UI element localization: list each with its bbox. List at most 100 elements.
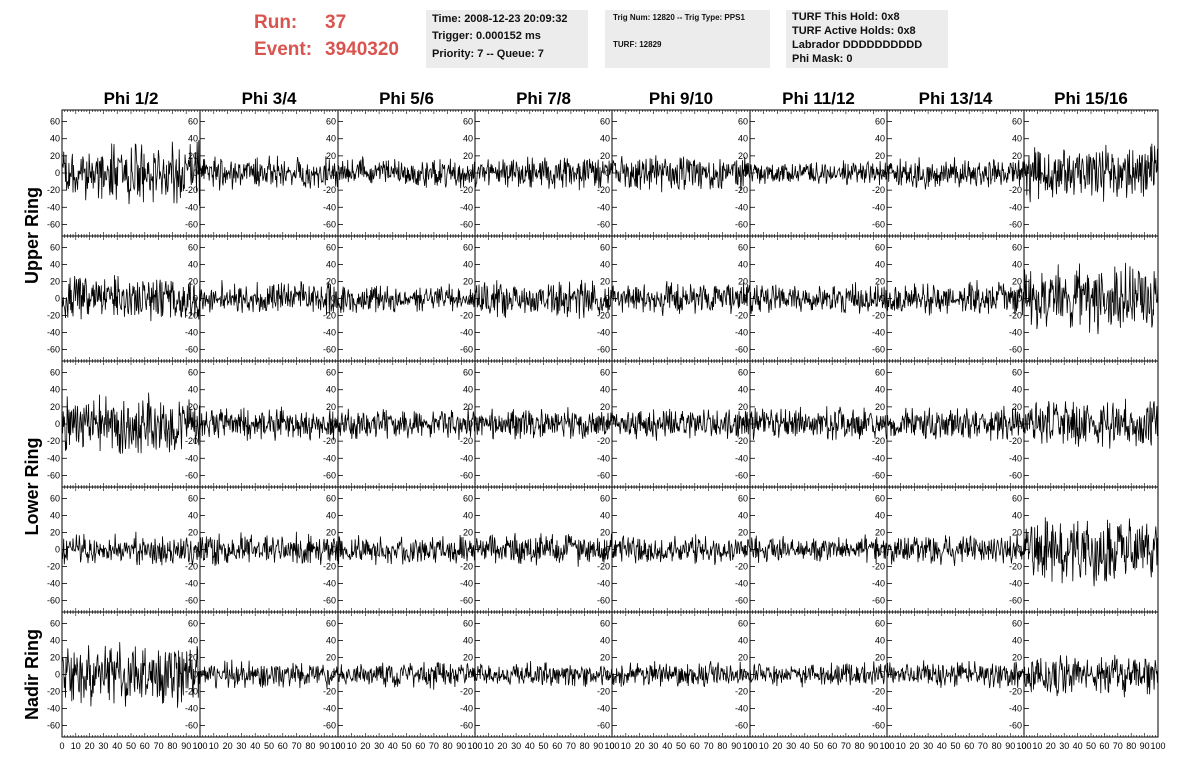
y-tick-label: 0 (605, 168, 610, 178)
waveform-trace (61, 274, 201, 322)
x-tick-label: 0 (197, 741, 202, 751)
y-tick-label: 20 (738, 277, 748, 287)
y-tick-label: 0 (880, 168, 885, 178)
y-tick-label: -60 (735, 721, 748, 731)
y-tick-label: -40 (460, 704, 473, 714)
y-tick-label: 60 (875, 494, 885, 504)
y-tick-label: 20 (738, 528, 748, 538)
y-tick-label: 60 (463, 243, 473, 253)
waveform-trace (749, 406, 888, 441)
y-tick-label: 40 (188, 260, 198, 270)
x-tick-label: 10 (71, 741, 81, 751)
y-tick-label: 40 (1012, 385, 1022, 395)
y-tick-label: -60 (47, 345, 60, 355)
x-tick-label: 80 (855, 741, 865, 751)
y-tick-label: 60 (600, 494, 610, 504)
y-tick-label: -40 (323, 453, 336, 463)
waveform-trace (61, 642, 201, 708)
x-tick-label: 40 (250, 741, 260, 751)
y-tick-label: 60 (875, 368, 885, 378)
x-tick-label: 100 (879, 741, 894, 751)
y-tick-label: 20 (600, 277, 610, 287)
x-tick-label: 70 (154, 741, 164, 751)
y-tick-label: -40 (735, 579, 748, 589)
y-tick-label: 0 (331, 168, 336, 178)
waveform-trace (474, 156, 613, 191)
x-tick-label: 70 (978, 741, 988, 751)
y-tick-label: -40 (735, 453, 748, 463)
y-tick-label: 40 (463, 511, 473, 521)
y-tick-label: -20 (460, 562, 473, 572)
y-tick-label: 20 (875, 151, 885, 161)
waveform-trace (61, 140, 201, 206)
x-tick-label: 20 (909, 741, 919, 751)
y-tick-label: 40 (1012, 511, 1022, 521)
y-tick-label: 60 (600, 117, 610, 127)
y-tick-label: 40 (875, 636, 885, 646)
x-tick-label: 0 (884, 741, 889, 751)
x-tick-label: 80 (580, 741, 590, 751)
x-tick-label: 80 (305, 741, 315, 751)
y-tick-label: 40 (875, 260, 885, 270)
y-tick-label: -40 (872, 704, 885, 714)
y-tick-label: 20 (463, 277, 473, 287)
y-tick-label: -60 (872, 470, 885, 480)
y-tick-label: 40 (326, 134, 336, 144)
waveform-trace (886, 157, 1025, 190)
y-tick-label: 40 (50, 385, 60, 395)
y-tick-label: 20 (875, 653, 885, 663)
y-tick-label: -20 (47, 687, 60, 697)
waveform-trace (611, 155, 751, 193)
y-tick-label: 20 (738, 151, 748, 161)
waveform-trace (337, 407, 476, 441)
y-tick-label: -60 (872, 219, 885, 229)
y-tick-label: -20 (597, 436, 610, 446)
y-tick-label: 40 (463, 636, 473, 646)
y-tick-label: -40 (872, 453, 885, 463)
y-tick-label: -60 (323, 345, 336, 355)
y-tick-label: -20 (323, 185, 336, 195)
y-tick-label: -60 (872, 345, 885, 355)
y-tick-label: 0 (55, 419, 60, 429)
y-tick-label: 20 (50, 528, 60, 538)
phi-column-header: Phi 5/6 (379, 89, 434, 108)
y-tick-label: -40 (597, 202, 610, 212)
y-tick-label: 20 (463, 402, 473, 412)
y-tick-label: -40 (185, 328, 198, 338)
event-label: Event: (254, 39, 313, 60)
y-tick-label: 60 (188, 243, 198, 253)
y-tick-label: 0 (193, 670, 198, 680)
y-tick-label: 60 (463, 117, 473, 127)
y-tick-label: -40 (460, 328, 473, 338)
waveform-trace (886, 533, 1025, 567)
x-tick-label: 40 (112, 741, 122, 751)
y-tick-label: 20 (188, 277, 198, 287)
y-tick-label: -40 (1009, 579, 1022, 589)
waveform-trace (61, 531, 201, 566)
y-tick-label: 20 (188, 151, 198, 161)
labrador-line: Labrador DDDDDDDDDD (792, 39, 923, 51)
y-tick-label: 20 (463, 151, 473, 161)
y-tick-label: 0 (743, 168, 748, 178)
waveform-trace (199, 280, 339, 316)
y-tick-label: 40 (188, 134, 198, 144)
x-tick-label: 20 (772, 741, 782, 751)
x-tick-label: 0 (335, 741, 340, 751)
y-tick-label: 0 (605, 419, 610, 429)
waveform-trace (749, 160, 888, 186)
y-tick-label: 60 (50, 117, 60, 127)
y-tick-label: 0 (55, 670, 60, 680)
ring-label: Nadir Ring (22, 629, 42, 720)
y-tick-label: 0 (880, 419, 885, 429)
y-tick-label: 0 (468, 419, 473, 429)
waveform-trace (886, 405, 1025, 441)
x-tick-label: 90 (319, 741, 329, 751)
waveform-trace (199, 406, 339, 441)
waveform-trace (474, 660, 613, 687)
x-tick-label: 90 (181, 741, 191, 751)
x-tick-label: 80 (167, 741, 177, 751)
x-tick-label: 20 (85, 741, 95, 751)
turf-active-line: TURF Active Holds: 0x8 (792, 25, 916, 37)
waveform-panel (611, 360, 751, 488)
y-tick-label: 60 (50, 494, 60, 504)
